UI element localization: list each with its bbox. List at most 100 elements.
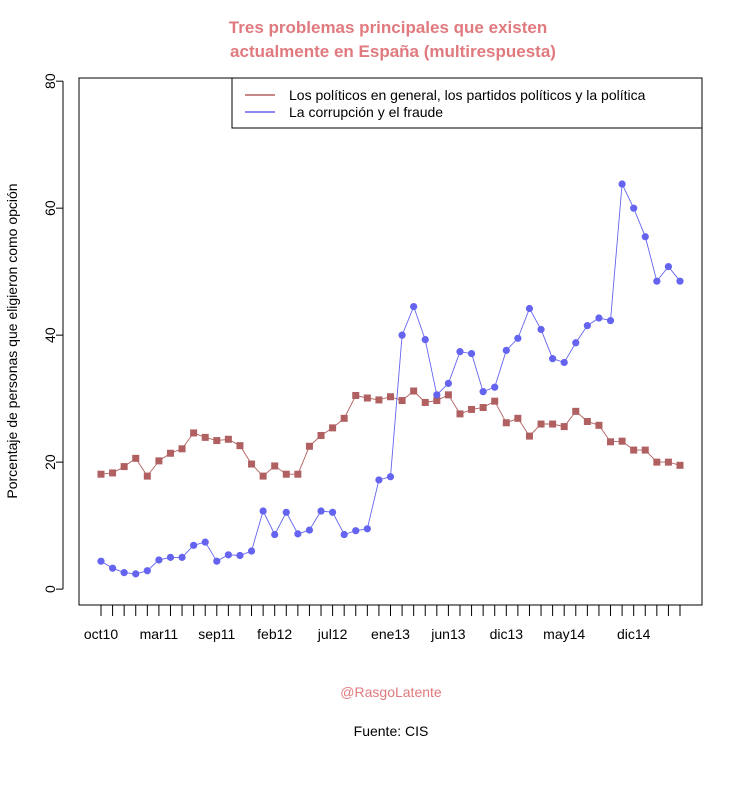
data-point — [653, 277, 661, 285]
legend-box — [231, 77, 703, 129]
legend-label-politicos: Los políticos en general, los partidos p… — [289, 87, 646, 103]
data-point — [178, 445, 186, 453]
x-tick-label: sep11 — [198, 626, 235, 642]
chart-title-line1: Tres problemas principales que existen — [229, 18, 547, 37]
data-point — [433, 391, 441, 399]
data-point — [224, 435, 232, 443]
data-point — [120, 569, 128, 577]
y-tick-label: 40 — [42, 327, 58, 343]
data-point — [132, 454, 140, 462]
x-tick-label: oct10 — [84, 626, 118, 642]
x-tick-label: jul12 — [317, 626, 348, 642]
series-corrupcion — [97, 180, 684, 578]
y-tick-label: 20 — [42, 454, 58, 470]
data-point — [271, 530, 279, 539]
data-point — [213, 557, 221, 565]
data-point — [132, 570, 140, 578]
x-tick-label: jun13 — [430, 626, 465, 642]
legend-label-corrupcion: La corrupción y el fraude — [289, 104, 443, 120]
data-point — [549, 420, 557, 428]
data-point — [456, 410, 464, 418]
data-point — [560, 358, 568, 367]
data-point — [97, 470, 105, 478]
data-point — [491, 383, 499, 391]
data-point — [143, 567, 151, 575]
data-point — [618, 180, 626, 188]
data-point — [352, 527, 360, 535]
data-point — [595, 314, 603, 322]
data-point — [340, 414, 348, 422]
data-point — [525, 432, 533, 440]
chart-title-line2: actualmente en España (multirespuesta) — [230, 42, 556, 61]
data-point — [282, 470, 290, 478]
data-point — [375, 476, 383, 484]
data-point — [375, 396, 383, 404]
data-point — [329, 424, 337, 432]
data-point — [549, 355, 557, 363]
data-point — [467, 349, 476, 358]
data-point — [259, 472, 267, 480]
data-point — [502, 419, 510, 427]
data-point — [479, 388, 487, 396]
data-point — [398, 331, 406, 339]
data-point — [595, 421, 603, 429]
data-point — [572, 339, 580, 347]
data-point — [560, 423, 568, 431]
x-tick-label: dic13 — [490, 626, 524, 642]
data-point — [386, 473, 395, 481]
x-tick-label: ene13 — [371, 626, 410, 642]
data-point — [641, 446, 649, 454]
data-point — [201, 538, 209, 546]
data-point — [433, 397, 441, 405]
data-point — [97, 557, 105, 565]
data-point — [259, 507, 267, 515]
source-note: Fuente: CIS — [354, 723, 429, 739]
data-point — [618, 437, 626, 445]
data-point — [387, 393, 394, 401]
x-tick-label: feb12 — [257, 626, 292, 642]
series-politicos — [97, 387, 684, 480]
x-tick-label: dic14 — [617, 626, 651, 642]
data-point — [120, 463, 128, 471]
y-tick-label: 0 — [42, 585, 58, 593]
data-point — [247, 547, 256, 555]
data-point — [201, 433, 209, 441]
series-line — [100, 390, 681, 477]
x-axis: oct10 mar11 sep11 feb12 jul12 ene13 jun13 dic13… — [84, 604, 681, 642]
data-point — [108, 564, 117, 572]
data-point — [479, 404, 487, 412]
data-point — [190, 541, 198, 549]
data-point — [514, 414, 522, 422]
data-point — [271, 462, 279, 470]
data-point — [340, 530, 348, 539]
data-point — [317, 507, 325, 515]
data-point — [143, 472, 151, 480]
data-point — [352, 391, 360, 399]
data-point — [294, 470, 302, 478]
data-point — [606, 316, 615, 325]
data-point — [676, 461, 684, 469]
data-point — [294, 530, 302, 538]
legend: Los políticos en general, los partidos p… — [231, 77, 703, 129]
data-point — [572, 407, 580, 415]
data-point — [329, 508, 337, 516]
data-point — [583, 322, 591, 330]
data-point — [630, 446, 638, 454]
y-tick-label: 80 — [42, 73, 58, 89]
data-point — [537, 420, 545, 428]
y-tick-label: 60 — [42, 200, 58, 216]
data-point — [444, 379, 452, 388]
data-point — [248, 460, 256, 468]
data-point — [236, 551, 244, 560]
data-point — [630, 204, 638, 212]
data-point — [583, 418, 591, 426]
data-point — [525, 304, 534, 313]
data-point — [502, 346, 510, 354]
y-axis: 0 20 40 60 80 — [42, 73, 64, 593]
data-point — [155, 556, 163, 564]
series-line — [100, 182, 681, 575]
data-point — [213, 437, 221, 445]
data-point — [190, 429, 198, 437]
data-point — [410, 387, 418, 395]
